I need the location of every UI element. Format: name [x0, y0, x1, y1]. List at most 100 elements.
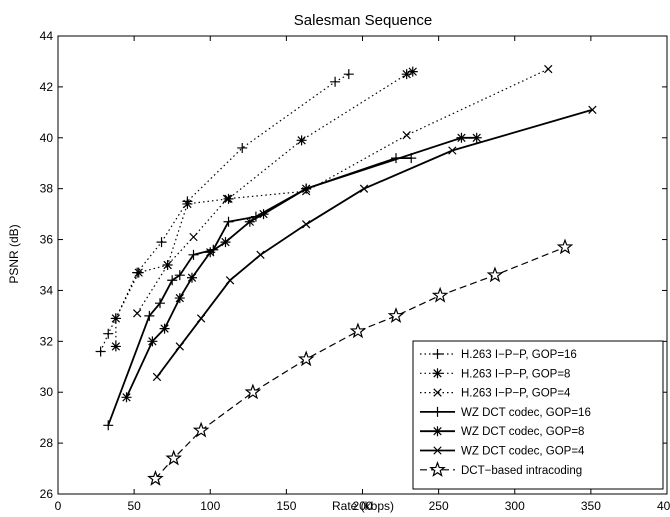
series-2: [110, 66, 418, 352]
x-tick-label: 100: [200, 499, 220, 513]
data-point-asterisk: [220, 237, 231, 248]
data-point-star: [431, 286, 449, 303]
data-point-plus: [103, 420, 114, 431]
data-point-x: [402, 131, 411, 140]
y-tick-label: 38: [40, 182, 54, 196]
series-7: [147, 238, 574, 486]
data-point-x: [152, 372, 162, 382]
series-line: [115, 71, 413, 347]
legend-entry: H.263 I−P−P, GOP=8: [420, 368, 570, 380]
series-line: [154, 246, 566, 480]
data-point-star: [165, 449, 183, 466]
data-point-x: [448, 146, 457, 155]
legend-label: H.263 I−P−P, GOP=4: [461, 388, 571, 400]
legend-label: DCT−based intracoding: [461, 465, 582, 477]
legend-label: H.263 I−P−P, GOP=8: [461, 368, 570, 380]
data-point-asterisk: [301, 183, 312, 194]
legend-entry: H.263 I−P−P, GOP=4: [420, 388, 571, 400]
axis-ticks: 0 50 100 150 200 250 300 350 400 26 28 30 32 34 36 38 40…: [40, 29, 670, 513]
data-point-x: [189, 232, 198, 242]
data-point-x: [588, 105, 597, 114]
data-point-star: [387, 307, 405, 323]
y-axis-label: PSNR (dB): [7, 224, 21, 283]
legend-entry: WZ DCT codec, GOP=16: [420, 407, 591, 419]
x-tick-label: 350: [581, 499, 601, 513]
series-5: [121, 132, 482, 403]
x-tick-label: 200: [352, 499, 372, 513]
series-1: [95, 69, 354, 357]
data-point-star: [349, 322, 367, 339]
legend: H.263 I−P−P, GOP=16 H.263 I−P−P, GOP=8 H.2…: [412, 340, 664, 490]
legend-label: WZ DCT codec, GOP=16: [461, 407, 591, 419]
y-tick-label: 40: [40, 131, 54, 145]
legend-entry: DCT−based intracoding: [420, 461, 582, 477]
data-point-plus: [174, 270, 185, 281]
data-point-asterisk: [432, 426, 443, 437]
data-point-plus: [156, 237, 167, 248]
data-point-plus: [432, 349, 443, 359]
series-line: [100, 73, 350, 352]
data-point-asterisk: [159, 323, 170, 334]
legend-box: [412, 340, 664, 490]
data-point-x: [163, 260, 172, 270]
data-point-star: [556, 238, 574, 255]
legend-label: H.263 I−P−P, GOP=16: [461, 349, 577, 361]
data-point-plus: [155, 298, 166, 309]
data-point-star: [147, 469, 164, 486]
data-point-asterisk: [133, 267, 144, 278]
data-point-asterisk: [121, 392, 132, 403]
series-3: [132, 64, 553, 318]
data-point-asterisk: [407, 66, 418, 77]
data-point-asterisk: [456, 132, 467, 143]
series-line: [107, 157, 412, 426]
legend-entry: WZ DCT codec, GOP=8: [420, 426, 584, 438]
x-tick-label: 300: [505, 499, 525, 513]
series-4: [103, 153, 417, 431]
y-tick-label: 30: [40, 385, 54, 399]
data-point-star: [429, 461, 446, 477]
data-point-x: [196, 314, 206, 323]
y-tick-label: 34: [40, 283, 54, 297]
x-tick-label: 50: [127, 499, 141, 513]
data-point-asterisk: [244, 216, 255, 227]
data-point-asterisk: [110, 313, 121, 324]
y-tick-label: 42: [40, 80, 54, 94]
data-point-asterisk: [174, 293, 185, 304]
data-point-plus: [432, 406, 443, 417]
data-point-star: [486, 266, 504, 283]
legend-entry: H.263 I−P−P, GOP=16: [420, 349, 577, 361]
x-tick-label: 400: [657, 499, 670, 513]
data-point-asterisk: [401, 69, 412, 80]
data-point-asterisk: [205, 247, 216, 258]
x-axis-label: Rate (kbps): [332, 499, 394, 513]
data-point-x: [544, 64, 553, 74]
data-point-x: [433, 388, 442, 397]
x-tick-label: 150: [276, 499, 296, 513]
y-tick-label: 26: [40, 487, 54, 501]
data-point-plus: [95, 346, 106, 357]
data-point-x: [225, 276, 235, 285]
data-point-star: [244, 383, 262, 400]
data-point-x: [222, 194, 232, 204]
y-tick-label: 32: [40, 334, 54, 348]
series-6: [152, 105, 597, 382]
data-point-asterisk: [182, 198, 193, 209]
data-point-x: [132, 309, 142, 318]
data-point-plus: [103, 328, 114, 339]
data-point-plus: [343, 69, 354, 80]
legend-label: WZ DCT codec, GOP=4: [461, 446, 585, 458]
data-point-plus: [330, 76, 341, 87]
data-point-x: [175, 342, 184, 351]
series-layer: [95, 64, 597, 486]
legend-label: WZ DCT codec, GOP=8: [461, 426, 584, 438]
data-point-asterisk: [223, 193, 234, 204]
data-point-asterisk: [147, 336, 158, 347]
data-point-asterisk: [186, 272, 197, 283]
data-point-x: [256, 250, 265, 259]
data-point-plus: [223, 216, 234, 227]
data-point-plus: [144, 310, 155, 321]
data-point-plus: [167, 275, 178, 286]
x-tick-label: 250: [429, 499, 449, 513]
series-line: [136, 68, 549, 314]
data-point-plus: [188, 249, 199, 260]
